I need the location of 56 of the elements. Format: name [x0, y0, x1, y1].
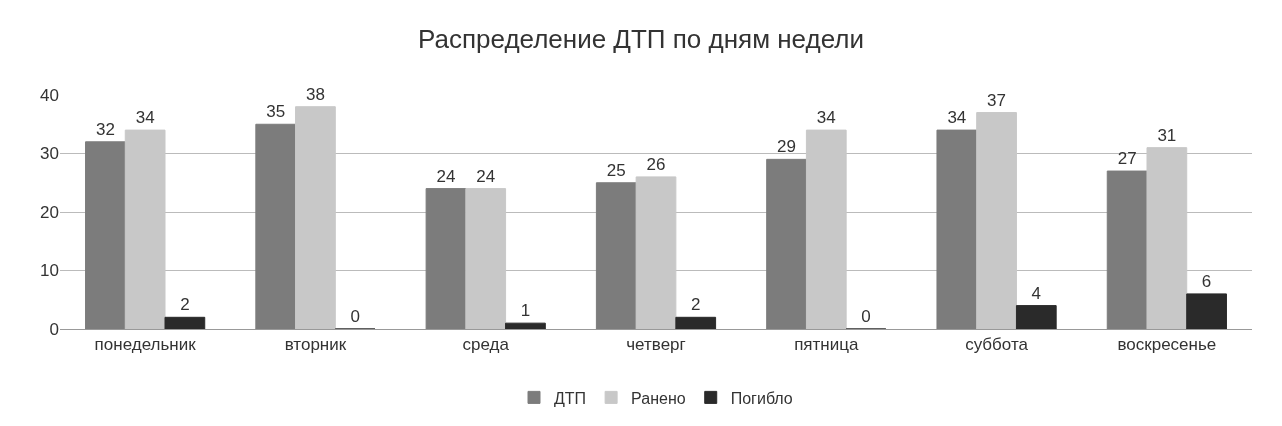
data-label: 6: [1201, 271, 1212, 291]
x-tick-label: суббота: [965, 335, 1029, 355]
bar: [505, 322, 546, 329]
data-label: 35: [266, 102, 286, 122]
data-label: 0: [861, 307, 871, 326]
bar: [164, 316, 206, 329]
x-tick-label: воскресенье: [1117, 335, 1217, 355]
bar: [1106, 170, 1148, 329]
bar: [805, 129, 847, 329]
bar: [255, 123, 297, 329]
data-label: 34: [947, 108, 967, 128]
y-tick-label: 30: [40, 144, 59, 164]
legend-label: ДТП: [554, 389, 587, 407]
x-tick-label: пятница: [794, 335, 859, 355]
legend-label: Погибло: [730, 389, 793, 407]
y-tick-label: 10: [40, 261, 59, 281]
x-tick-label: среда: [462, 335, 510, 355]
data-label: 0: [350, 307, 360, 326]
data-label: 31: [1157, 125, 1177, 145]
data-label: 4: [1031, 283, 1042, 303]
data-label: 37: [987, 90, 1007, 110]
bar: [675, 316, 717, 329]
data-label: 27: [1117, 149, 1137, 169]
bar: [1186, 293, 1227, 329]
bar: [1015, 305, 1057, 329]
data-label: 26: [646, 154, 666, 174]
data-label: 34: [816, 108, 836, 128]
data-label: 2: [180, 295, 190, 315]
data-label: 24: [476, 166, 496, 186]
bar: [976, 112, 1017, 329]
x-tick-label: понедельник: [94, 335, 197, 355]
data-label: 29: [777, 137, 797, 157]
bar: [1146, 147, 1188, 329]
legend-label: Ранено: [631, 389, 686, 407]
data-label: 38: [305, 84, 325, 104]
bar: [295, 106, 336, 329]
bar: [766, 158, 807, 329]
data-label: 34: [135, 108, 155, 128]
data-label: 24: [436, 166, 456, 186]
y-tick-label: 40: [40, 85, 59, 105]
x-tick-label: вторник: [284, 335, 347, 355]
bar: [425, 188, 467, 329]
y-tick-label: 20: [40, 202, 59, 222]
bar: [936, 129, 978, 329]
data-label: 2: [691, 295, 701, 315]
data-label: 25: [606, 160, 626, 180]
data-label: 1: [520, 301, 531, 321]
chart-title: Распределение ДТП по дням недели: [418, 24, 864, 55]
data-label: 32: [95, 119, 115, 139]
bar: [465, 188, 507, 329]
bar: [124, 129, 166, 329]
x-tick-label: четверг: [626, 335, 686, 355]
y-tick-label: 0: [49, 319, 59, 339]
bar: [85, 141, 126, 329]
bar: [595, 182, 637, 329]
bar: [635, 176, 677, 329]
